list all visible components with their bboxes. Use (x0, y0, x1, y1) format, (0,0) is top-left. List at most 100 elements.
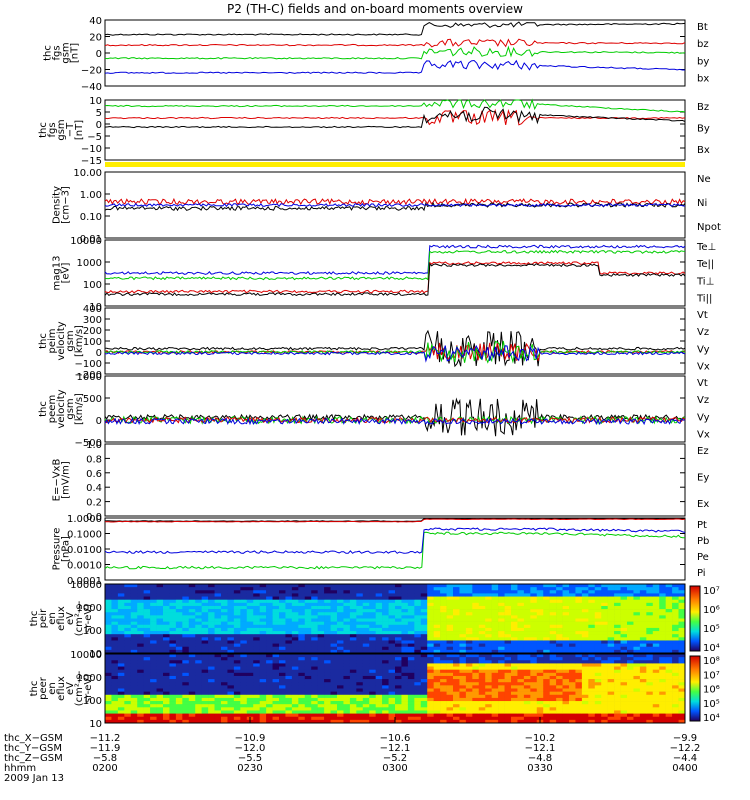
spectrogram-cell (511, 654, 518, 658)
spectrogram-cell (478, 704, 486, 708)
spectrogram-cell (569, 631, 576, 635)
spectrogram-cell (208, 646, 215, 651)
spectrogram-cell (530, 685, 538, 689)
spectrogram-cell (266, 657, 273, 661)
spectrogram-cell (150, 704, 157, 708)
y-tick-label: 10.00 (73, 168, 102, 179)
legend-entry: Vy (697, 412, 710, 423)
spectrogram-cell (356, 615, 364, 619)
spectrogram-cell (478, 666, 486, 670)
y-axis-label: fgs (47, 122, 58, 137)
spectrogram-cell (221, 596, 228, 600)
spectrogram-cell (504, 646, 512, 651)
spectrogram-cell (163, 624, 170, 629)
spectrogram-cell (601, 584, 608, 588)
spectrogram-cell (465, 640, 473, 644)
spectrogram-cell (607, 657, 615, 661)
spectrogram-cell (291, 707, 299, 711)
spectrogram-cell (678, 646, 686, 651)
spectrogram-cell (491, 587, 499, 591)
spectrogram-cell (395, 637, 402, 641)
spectrogram-cell (208, 596, 215, 600)
spectrogram-cell (401, 707, 409, 711)
spectrogram-cell (652, 697, 660, 702)
spectrogram-cell (414, 590, 422, 594)
spectrogram-cell (633, 669, 641, 674)
trace-te-par (104, 262, 686, 297)
spectrogram-cell (382, 643, 389, 648)
spectrogram-cell (581, 669, 589, 674)
spectrogram-cell (420, 637, 428, 641)
spectrogram-cell (279, 587, 286, 591)
spectrogram-cell (549, 618, 557, 622)
spectrogram-cell (182, 669, 190, 674)
spectrogram-cell (130, 596, 138, 600)
spectrogram-cell (195, 590, 202, 594)
spectrogram-cell (150, 637, 157, 641)
spectrogram-cell (253, 637, 260, 641)
spectrogram-cell (266, 707, 273, 711)
spectrogram-cell (575, 587, 583, 591)
spectrogram-cell (678, 666, 686, 670)
spectrogram-cell (117, 719, 125, 724)
spectrogram-cell (163, 707, 170, 711)
spectrogram-cell (298, 707, 306, 711)
spectrogram-cell (246, 663, 254, 667)
spectrogram-cell (143, 584, 151, 588)
spectrogram-cell (556, 707, 563, 711)
spectrogram-cell (130, 631, 138, 635)
spectrogram-cell (266, 710, 273, 714)
spectrogram-cell (549, 599, 557, 604)
spectrogram-cell (324, 688, 331, 692)
spectrogram-cell (195, 637, 202, 641)
spectrogram-cell (156, 660, 164, 664)
spectrogram-cell (356, 682, 364, 686)
spectrogram-cell (195, 679, 202, 683)
spectrogram-cell (324, 590, 331, 594)
spectrogram-cell (143, 663, 151, 667)
spectrogram-cell (182, 615, 190, 619)
spectrogram-cell (427, 584, 434, 588)
spectrogram-cell (240, 654, 248, 658)
spectrogram-cell (433, 621, 441, 626)
spectrogram-cell (362, 596, 370, 600)
spectrogram-cell (111, 593, 119, 597)
spectrogram-cell (639, 660, 647, 664)
spectrogram-cell (117, 590, 125, 594)
spectrogram-cell (343, 716, 351, 721)
spectrogram-cell (130, 615, 138, 619)
spectrogram-cell (130, 637, 138, 641)
spectrogram-cell (369, 666, 376, 670)
spectrogram-cell (240, 694, 248, 699)
spectrogram-cell (594, 719, 602, 724)
spectrogram-cell (169, 615, 177, 619)
spectrogram-cell (137, 657, 144, 661)
spectrogram-cell (285, 701, 293, 705)
spectrogram-cell (337, 697, 344, 702)
spectrogram-cell (195, 675, 202, 680)
spectrogram-cell (304, 679, 312, 683)
spectrogram-cell (382, 605, 389, 610)
spectrogram-cell (627, 627, 634, 632)
spectrogram-cell (330, 694, 338, 699)
spectrogram-cell (285, 649, 293, 654)
spectrogram-cell (485, 627, 492, 632)
spectrogram-cell (304, 719, 312, 724)
spectrogram-cell (543, 637, 550, 641)
spectrogram-cell (221, 657, 228, 661)
spectrogram-cell (414, 716, 422, 721)
spectrogram-cell (543, 627, 550, 632)
spectrogram-cell (633, 631, 641, 635)
spectrogram-cell (311, 646, 318, 651)
spectrogram-cell (349, 701, 357, 705)
spectrogram-cell (511, 704, 518, 708)
spectrogram-cell (517, 694, 525, 699)
spectrogram-cell (407, 634, 415, 638)
spectrogram-cell (453, 599, 460, 604)
spectrogram-cell (549, 679, 557, 683)
spectrogram-cell (304, 707, 312, 711)
spectrogram-cell (575, 618, 583, 622)
spectrogram-cell (549, 657, 557, 661)
spectrogram-cell (124, 596, 132, 600)
spectrogram-cell (440, 675, 447, 680)
